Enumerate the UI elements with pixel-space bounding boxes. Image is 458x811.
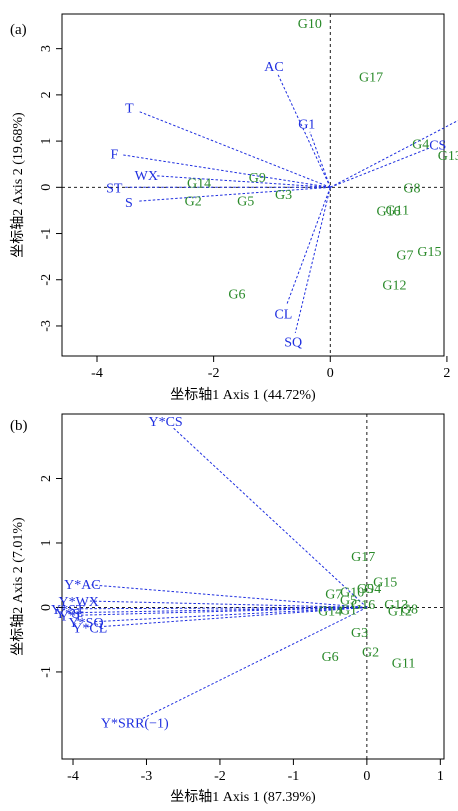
vector-label: AC <box>264 60 283 75</box>
vector-label: G1 <box>298 117 315 132</box>
y-tick-label: -1 <box>39 228 54 240</box>
genotype-label: G2 <box>362 645 379 660</box>
genotype-label: G6 <box>228 288 245 303</box>
genotype-label: G3 <box>351 626 368 641</box>
x-tick-label: -2 <box>208 366 220 381</box>
vector-line <box>172 427 367 608</box>
vector-line <box>155 176 330 188</box>
y-axis-label: 坐标轴2 Axis 2 (19.68%) <box>10 112 26 258</box>
y-tick-label: 2 <box>39 475 54 482</box>
vector-label: ST <box>106 181 123 196</box>
panel-b: (b) -4 -3 -2 -1 0 1 -1 0 1 2 坐标轴1 Axis 1 (87.39%) 坐标… <box>10 414 444 805</box>
y-tick-label: -1 <box>39 666 54 678</box>
genotype-label: G5 <box>237 194 254 209</box>
vector-label: Y*CL <box>72 621 107 636</box>
genotype-label: G8 <box>403 181 420 196</box>
genotype-label: G10 <box>298 17 322 32</box>
x-tick-label: -3 <box>141 769 153 784</box>
x-tick-label: -4 <box>91 366 103 381</box>
genotype-label: G6 <box>322 650 339 665</box>
x-tick-label: -1 <box>288 769 300 784</box>
genotype-label: G17 <box>359 70 383 85</box>
x-axis-label: 坐标轴1 Axis 1 (87.39%) <box>170 789 316 805</box>
x-tick-label: -4 <box>67 769 79 784</box>
panel-label: (a) <box>10 22 27 38</box>
vector-label: WX <box>135 169 158 184</box>
genotype-label: G15 <box>417 245 441 260</box>
x-tick-label: 0 <box>327 366 334 381</box>
x-tick-label: 1 <box>437 769 444 784</box>
vector-label: CL <box>274 308 292 323</box>
genotype-label: G3 <box>275 188 292 203</box>
y-tick-label: 3 <box>39 45 54 52</box>
vector-label: F <box>110 148 118 163</box>
vector-label: Y*AC <box>64 578 101 593</box>
genotype-label: G9 <box>249 171 266 186</box>
x-tick-label: 2 <box>443 366 450 381</box>
vector-label: S <box>125 196 133 211</box>
genotype-label: G12 <box>388 605 412 620</box>
genotype-label: G1 <box>340 603 357 618</box>
genotype-label: G12 <box>382 278 406 293</box>
genotype-label: G11 <box>392 656 416 671</box>
vector-label: SQ <box>284 336 302 351</box>
vector-line <box>138 187 330 201</box>
genotype-label: G14 <box>318 605 342 620</box>
y-tick-label: 0 <box>39 184 54 191</box>
y-tick-label: 1 <box>39 539 54 546</box>
genotype-label: G4 <box>364 582 381 597</box>
vector-label: Y*SRR(−1) <box>101 716 169 731</box>
genotype-label: G17 <box>351 550 375 565</box>
y-tick-label: 2 <box>39 91 54 98</box>
genotype-label: G14 <box>187 177 211 192</box>
vector-line <box>310 132 330 187</box>
y-tick-label: -3 <box>39 320 54 332</box>
x-tick-label: 0 <box>363 769 370 784</box>
genotype-label: G13 <box>438 149 458 164</box>
x-tick-label: -2 <box>214 769 226 784</box>
y-tick-label: -2 <box>39 274 54 286</box>
y-axis-label: 坐标轴2 Axis 2 (7.01%) <box>10 517 26 656</box>
genotype-label: G7 <box>396 248 413 263</box>
panel-label: (b) <box>10 418 28 434</box>
panel-a: (a) -4 -2 0 2 -3 -2 -1 0 1 2 3 坐标轴1 Axis 1 (44.72%) 坐… <box>10 14 458 403</box>
genotype-label: G2 <box>185 194 202 209</box>
genotype-label: G4 <box>412 137 429 152</box>
x-axis-label: 坐标轴1 Axis 1 (44.72%) <box>170 387 316 403</box>
vector-label: Y*CS <box>148 415 182 430</box>
y-tick-label: 1 <box>39 138 54 145</box>
vector-line <box>287 187 331 305</box>
vector-label: T <box>125 102 134 117</box>
genotype-label: G11 <box>386 203 410 218</box>
vector-line <box>295 187 330 333</box>
